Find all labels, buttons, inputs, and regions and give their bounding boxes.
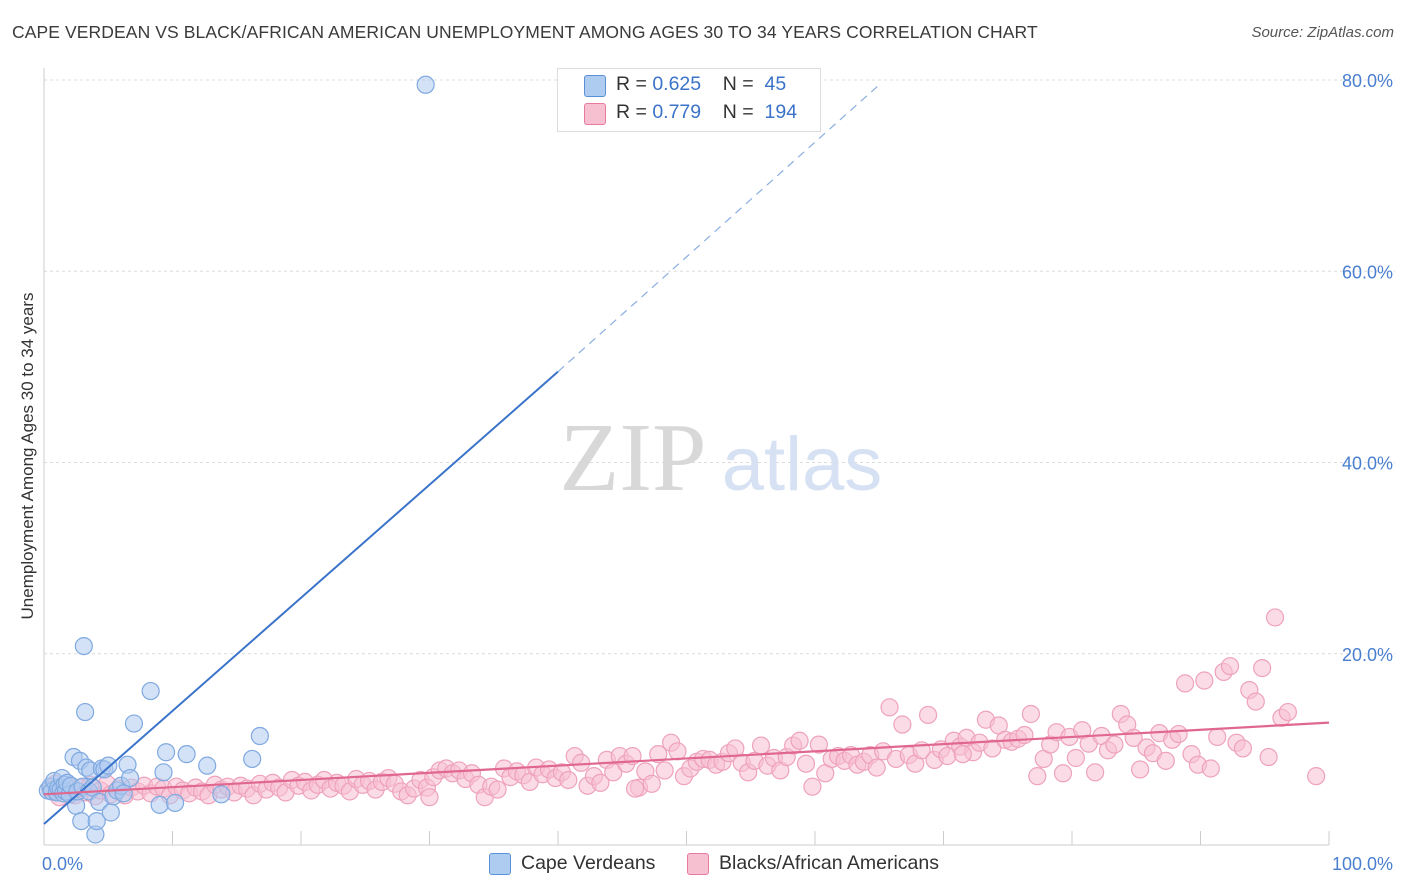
data-point-black-african-american <box>625 779 645 798</box>
data-point-cape-verdean <box>198 756 217 775</box>
data-point-black-african-american <box>642 774 661 793</box>
data-point-black-african-american <box>803 777 822 796</box>
y-tick-label: 40.0% <box>1342 454 1393 474</box>
data-point-cape-verdean <box>177 745 196 764</box>
data-point-cape-verdean <box>76 702 95 722</box>
trend-line-cape-verdeans <box>43 370 559 825</box>
data-point-black-african-american <box>1169 724 1188 744</box>
bottom-legend-swatch-blacks <box>687 853 709 875</box>
data-point-cape-verdean <box>165 793 185 813</box>
legend-swatch-cape-verdeans <box>584 75 606 97</box>
data-point-black-african-american <box>1307 767 1326 786</box>
legend-n-value: 194 <box>764 101 798 123</box>
data-point-cape-verdean <box>243 749 262 769</box>
data-point-black-african-american <box>572 753 591 772</box>
y-tick-label: 80.0% <box>1342 71 1393 91</box>
tick-labels: 20.0% 40.0% 60.0% 80.0% 0.0% 100.0% <box>42 71 1393 874</box>
legend-swatch-blacks <box>584 103 606 125</box>
data-point-cape-verdean <box>120 768 140 788</box>
data-point-black-african-american <box>591 773 610 792</box>
legend-r-value: 0.779 <box>652 101 702 123</box>
y-tick-label: 20.0% <box>1342 645 1393 665</box>
trend-lines <box>43 84 1330 825</box>
data-point-black-african-american <box>867 758 886 777</box>
data-point-black-african-american <box>488 780 507 799</box>
data-point-cape-verdean <box>124 714 144 733</box>
data-point-cape-verdean <box>114 784 133 803</box>
x-tick-label: 0.0% <box>42 854 83 874</box>
data-point-black-african-american <box>1175 674 1195 693</box>
chart-title: CAPE VERDEAN VS BLACK/AFRICAN AMERICAN U… <box>12 22 1038 42</box>
data-point-black-african-american <box>1233 739 1253 758</box>
axes <box>43 68 1330 846</box>
data-point-black-african-american <box>1053 764 1073 783</box>
watermark-zip: ZIP <box>560 404 707 512</box>
data-point-black-african-american <box>1278 702 1297 722</box>
data-point-black-african-american <box>1105 735 1124 754</box>
data-point-cape-verdean <box>250 726 269 746</box>
data-point-cape-verdean <box>141 681 160 701</box>
series-blacks-african-americans <box>41 608 1326 807</box>
data-point-black-african-american <box>1201 759 1220 778</box>
y-axis-label: Unemployment Among Ages 30 to 34 years <box>18 292 37 620</box>
data-point-black-african-american <box>668 742 687 761</box>
data-point-black-african-american <box>1259 747 1278 767</box>
data-point-black-african-american <box>1131 760 1150 779</box>
data-point-black-african-american <box>983 739 1002 758</box>
data-point-black-african-american <box>1220 657 1240 676</box>
data-point-cape-verdean <box>74 636 93 656</box>
data-point-black-african-american <box>893 715 912 734</box>
data-point-cape-verdean <box>72 811 91 831</box>
data-point-black-african-american <box>1066 748 1085 768</box>
data-point-black-african-american <box>796 754 816 773</box>
data-point-black-african-american <box>420 788 439 807</box>
source-label: Source: ZipAtlas.com <box>1251 24 1394 41</box>
data-point-cape-verdean <box>156 743 176 762</box>
trend-line-blacks <box>43 721 1330 796</box>
gridlines <box>44 79 1395 655</box>
data-point-black-african-american <box>953 745 972 764</box>
data-point-black-african-american <box>1021 704 1040 724</box>
bottom-legend-swatch-cape-verdeans <box>489 853 511 875</box>
data-point-black-african-american <box>1028 767 1047 786</box>
y-tick-label: 60.0% <box>1342 262 1393 282</box>
data-point-black-african-american <box>918 705 938 725</box>
bottom-legend-label-blacks: Blacks/African Americans <box>719 852 939 874</box>
trend-line-cape-verdeans-extension <box>557 84 880 373</box>
data-point-black-african-american <box>1195 671 1214 690</box>
legend-text-cape-verdeans: R = 0.625 N = 45 <box>616 73 787 95</box>
data-point-black-african-american <box>751 736 771 755</box>
data-point-cape-verdean <box>150 795 169 814</box>
data-point-cape-verdean <box>416 75 435 94</box>
data-point-cape-verdean <box>154 763 173 782</box>
bottom-legend-label-cape-verdeans: Cape Verdeans <box>521 852 656 874</box>
legend-text-blacks: R = 0.779 N = 194 <box>616 101 798 123</box>
x-tick-label: 100.0% <box>1332 854 1393 874</box>
data-point-black-african-american <box>790 731 809 750</box>
data-point-black-african-american <box>809 735 828 754</box>
data-point-black-african-american <box>1253 658 1272 678</box>
data-point-cape-verdean <box>212 785 231 804</box>
data-point-black-african-american <box>880 698 899 717</box>
data-point-black-african-american <box>649 745 668 764</box>
legend-r-value: 0.625 <box>652 73 702 95</box>
data-point-black-african-american <box>1156 751 1175 770</box>
data-point-black-african-american <box>655 761 674 780</box>
stats-legend: R = 0.625 N = 45 R = 0.779 N = 194 <box>557 68 821 132</box>
data-point-cape-verdean <box>101 803 120 822</box>
data-point-black-african-american <box>604 763 623 782</box>
legend-n-value: 45 <box>764 73 787 95</box>
data-point-black-african-american <box>1208 727 1227 747</box>
series-cape-verdeans <box>38 75 435 844</box>
data-point-cape-verdean <box>87 811 106 831</box>
watermark-atlas: atlas <box>722 422 883 507</box>
data-point-black-african-american <box>1265 608 1285 627</box>
data-point-black-african-american <box>559 770 578 790</box>
data-point-black-african-american <box>1086 763 1105 782</box>
data-point-black-african-american <box>1246 692 1265 711</box>
